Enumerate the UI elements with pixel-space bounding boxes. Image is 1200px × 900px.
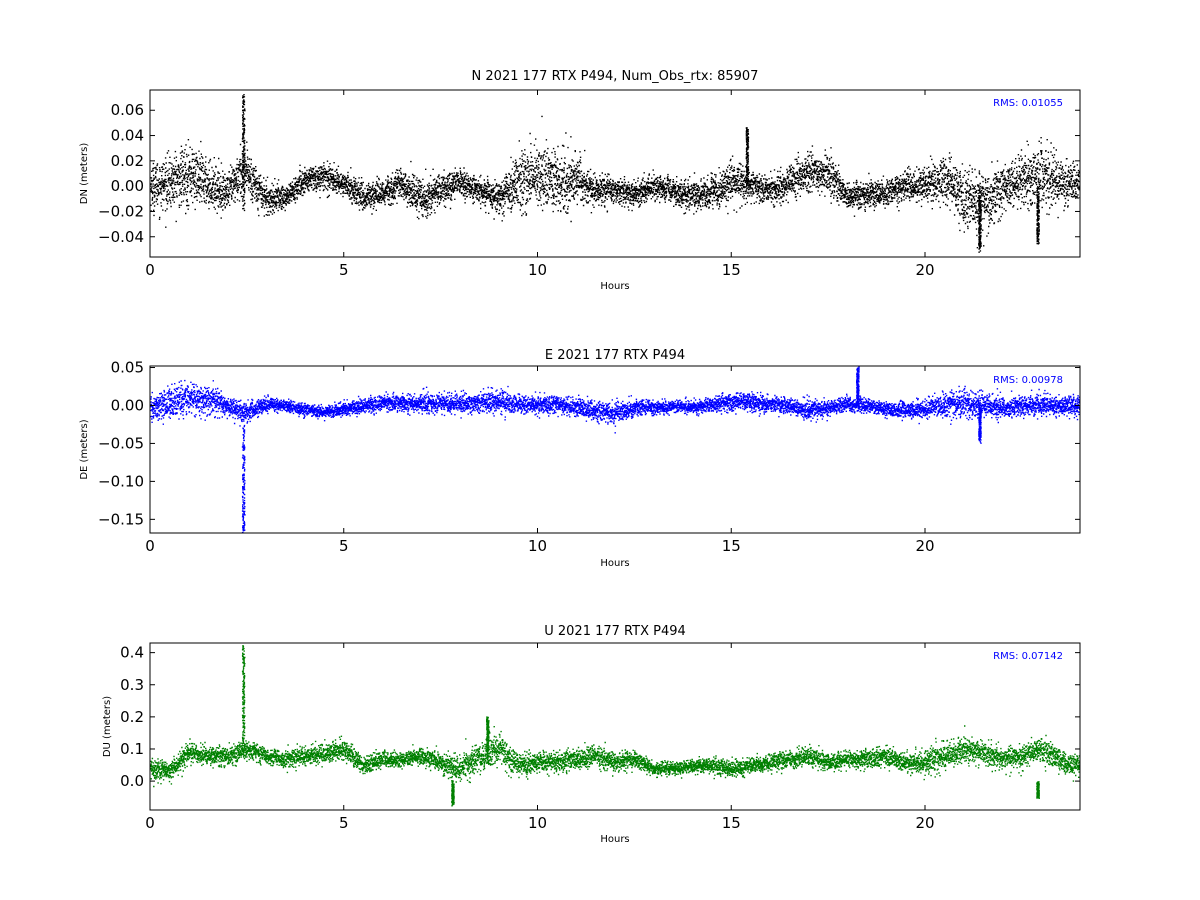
rms-annotation-east: RMS: 0.00978	[993, 375, 1063, 386]
x-tick-label: 10	[528, 537, 547, 555]
plot-area-east	[150, 366, 1080, 533]
y-axis-label-north: DN (meters)	[79, 143, 90, 205]
chart-title-east: E 2021 177 RTX P494	[545, 348, 685, 363]
y-tick-label: 0.3	[120, 676, 144, 694]
y-axis-label-east: DE (meters)	[79, 419, 90, 479]
y-tick-label: 0.00	[111, 396, 144, 414]
x-tick-label: 20	[915, 814, 934, 832]
axes-frame-north	[149, 89, 1081, 258]
scatter-points-north	[150, 94, 1080, 253]
y-tick-label: 0.0	[120, 772, 144, 790]
y-tick-label: −0.02	[98, 202, 144, 220]
y-tick-label: 0.00	[111, 177, 144, 195]
y-tick-label: 0.2	[120, 708, 144, 726]
x-tick-label: 5	[339, 814, 349, 832]
rms-annotation-up: RMS: 0.07142	[993, 651, 1063, 662]
x-ticks-up: 0 5 10 15 20	[145, 643, 935, 832]
scatter-points-east	[150, 366, 1080, 533]
axes-frame-up	[149, 642, 1081, 811]
rms-annotation-north: RMS: 0.01055	[993, 98, 1063, 109]
x-tick-label: 0	[145, 261, 155, 279]
y-ticks-up: 0.0 0.1 0.2 0.3 0.4	[120, 644, 1080, 790]
y-ticks-north: −0.04 −0.02 0.00 0.02 0.04 0.06	[98, 101, 1080, 246]
panel-east: E 2021 177 RTX P494 Hours DE (meters) RM…	[79, 348, 1081, 569]
y-tick-label: −0.04	[98, 228, 144, 246]
y-tick-label: −0.15	[98, 510, 144, 528]
x-tick-label: 5	[339, 261, 349, 279]
y-tick-label: 0.06	[111, 101, 144, 119]
panel-up: U 2021 177 RTX P494 Hours DU (meters) RM…	[102, 624, 1081, 845]
x-tick-label: 5	[339, 537, 349, 555]
y-tick-label: −0.05	[98, 434, 144, 452]
y-tick-label: 0.4	[120, 644, 144, 662]
y-tick-label: 0.05	[111, 359, 144, 377]
y-tick-label: 0.04	[111, 127, 144, 145]
chart-title-north: N 2021 177 RTX P494, Num_Obs_rtx: 85907	[472, 69, 759, 84]
x-tick-label: 0	[145, 814, 155, 832]
x-tick-label: 20	[915, 537, 934, 555]
plot-area-north	[150, 94, 1080, 253]
chart-title-up: U 2021 177 RTX P494	[544, 624, 686, 639]
y-tick-label: 0.02	[111, 152, 144, 170]
x-tick-label: 15	[722, 537, 741, 555]
x-tick-label: 15	[722, 261, 741, 279]
axes-frame-east	[149, 365, 1081, 534]
x-ticks-north: 0 5 10 15 20	[145, 90, 935, 279]
x-tick-label: 15	[722, 814, 741, 832]
y-tick-label: 0.1	[120, 740, 144, 758]
panel-north: N 2021 177 RTX P494, Num_Obs_rtx: 85907 …	[79, 69, 1081, 292]
x-axis-label-up: Hours	[600, 834, 629, 845]
x-axis-label-east: Hours	[600, 558, 629, 569]
x-tick-label: 20	[915, 261, 934, 279]
y-tick-label: −0.10	[98, 472, 144, 490]
x-tick-label: 10	[528, 261, 547, 279]
x-ticks-east: 0 5 10 15 20	[145, 366, 935, 555]
x-tick-label: 10	[528, 814, 547, 832]
x-tick-label: 0	[145, 537, 155, 555]
x-axis-label-north: Hours	[600, 281, 629, 292]
y-ticks-east: −0.15 −0.10 −0.05 0.00 0.05	[98, 359, 1080, 528]
y-axis-label-up: DU (meters)	[102, 696, 113, 757]
